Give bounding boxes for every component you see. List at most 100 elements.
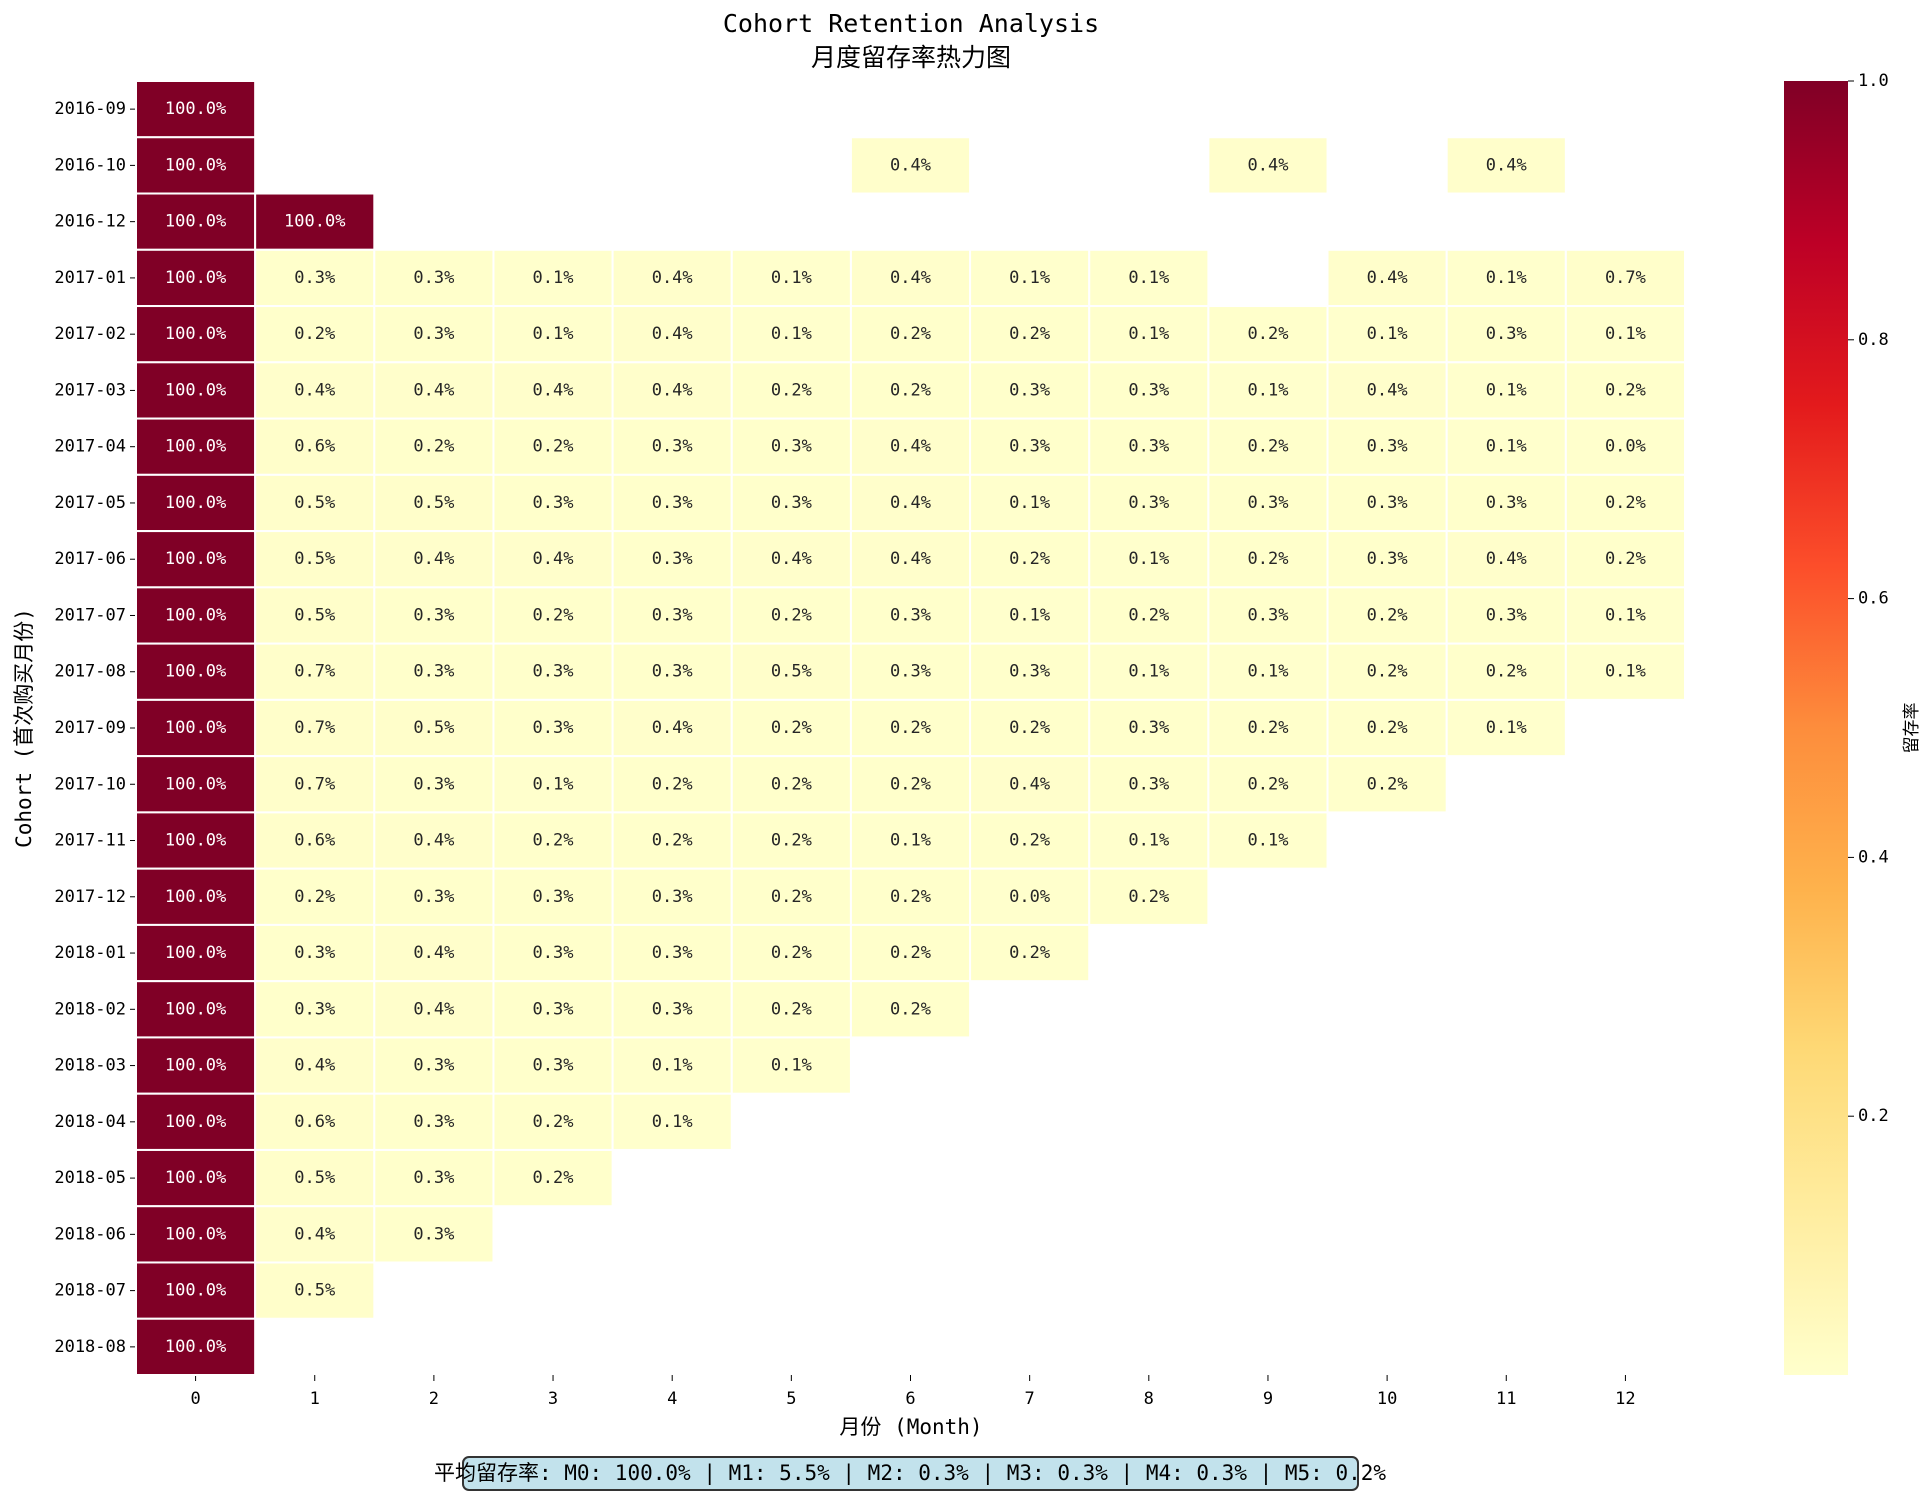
cell-label: 0.2% [890, 324, 931, 344]
y-tick-label: 2017-10 [54, 774, 126, 794]
x-tick-label: 6 [905, 1389, 915, 1409]
heatmap-cell [1088, 642, 1210, 701]
cell-label: 0.1% [533, 324, 574, 344]
heatmap-cell [730, 586, 852, 645]
cell-label: 0.3% [1367, 493, 1408, 513]
cell-label: 0.3% [1128, 718, 1169, 738]
heatmap-cell [1564, 361, 1687, 420]
heatmap-cell [1326, 586, 1448, 645]
x-tick-label: 12 [1615, 1389, 1635, 1409]
cell-label: 0.4% [533, 549, 574, 569]
heatmap-cell [135, 1261, 257, 1320]
heatmap-cell [849, 473, 972, 533]
cell-label: 0.2% [890, 774, 931, 794]
cell-label: 0.3% [1247, 493, 1288, 513]
cell-label: 0.4% [890, 437, 931, 457]
cell-label: 0.3% [1128, 774, 1169, 794]
cell-label: 0.2% [1605, 549, 1646, 569]
cell-label: 0.2% [1367, 774, 1408, 794]
cell-label: 0.3% [1128, 437, 1169, 457]
heatmap-cell [1564, 417, 1687, 476]
cell-label: 0.0% [1605, 437, 1646, 457]
cell-label: 0.3% [1128, 380, 1169, 400]
heatmap-cell [135, 417, 257, 476]
cell-label: 100.0% [165, 324, 226, 344]
heatmap-cell [492, 980, 614, 1039]
cell-label: 0.3% [533, 662, 574, 682]
y-axis-label: Cohort (首次购买月份) [12, 608, 36, 848]
heatmap-cell [730, 473, 852, 533]
heatmap-cell [730, 1036, 852, 1095]
y-tick-label: 2017-09 [54, 718, 126, 738]
cell-label: 0.6% [294, 1112, 335, 1132]
colorbar-tick-label: 0.6 [1858, 589, 1889, 609]
cell-label: 0.4% [413, 999, 454, 1019]
heatmap-cell [254, 192, 376, 251]
cell-label: 0.1% [1009, 268, 1050, 288]
cell-label: 0.4% [1367, 268, 1408, 288]
cell-label: 0.6% [294, 437, 335, 457]
cell-label: 0.3% [413, 324, 454, 344]
heatmap-cell [373, 755, 495, 814]
cell-label: 0.7% [294, 662, 335, 682]
cell-label: 0.1% [1247, 662, 1288, 682]
heatmap-cell [135, 642, 257, 701]
cell-label: 0.2% [1605, 380, 1646, 400]
cell-label: 0.4% [413, 549, 454, 569]
cell-label: 0.2% [771, 831, 812, 851]
heatmap-cell [611, 923, 733, 983]
cell-label: 0.1% [1128, 662, 1169, 682]
heatmap-cell [730, 811, 852, 870]
heatmap-cell [849, 417, 972, 476]
heatmap-cell [373, 586, 495, 645]
heatmap-cell [1088, 811, 1210, 870]
y-tick-label: 2016-09 [54, 99, 126, 119]
cell-label: 0.3% [533, 1056, 574, 1076]
cell-label: 0.2% [1009, 943, 1050, 963]
cell-label: 0.4% [413, 831, 454, 851]
heatmap-cell [492, 1148, 614, 1208]
cell-label: 0.4% [890, 493, 931, 513]
heatmap-cell [849, 136, 972, 195]
cell-label: 0.4% [652, 324, 693, 344]
cell-label: 0.3% [771, 437, 812, 457]
cell-label: 0.3% [533, 943, 574, 963]
colorbar [1784, 81, 1848, 1375]
cell-label: 0.1% [771, 1056, 812, 1076]
heatmap-cell [969, 867, 1091, 926]
cell-label: 0.2% [771, 774, 812, 794]
x-tick-label: 11 [1496, 1389, 1516, 1409]
heatmap-cell [135, 530, 257, 589]
cell-label: 0.3% [652, 943, 693, 963]
cell-label: 0.4% [890, 549, 931, 569]
cell-label: 0.2% [771, 718, 812, 738]
colorbar-tick-label: 0.8 [1858, 330, 1889, 350]
heatmap-cell [373, 811, 495, 870]
y-tick-label: 2017-04 [54, 437, 126, 457]
heatmap-cell [1207, 586, 1329, 645]
heatmap-cell [611, 811, 733, 870]
heatmap-cell [969, 755, 1091, 814]
cell-label: 100.0% [165, 1337, 226, 1357]
cell-label: 0.2% [533, 1168, 574, 1188]
heatmap-cell [611, 417, 733, 476]
cell-label: 0.3% [294, 999, 335, 1019]
heatmap-cell [135, 811, 257, 870]
heatmap-cell [969, 473, 1091, 533]
cell-label: 0.2% [652, 831, 693, 851]
cell-label: 0.3% [1367, 549, 1408, 569]
cell-label: 0.4% [1247, 155, 1288, 175]
heatmap-cell [969, 923, 1091, 983]
heatmap-cell [1564, 642, 1687, 701]
cell-label: 100.0% [165, 437, 226, 457]
heatmap-cell [1564, 473, 1687, 533]
heatmap-cell [1207, 811, 1329, 870]
heatmap-cell [1326, 473, 1448, 533]
cell-label: 0.2% [533, 605, 574, 625]
cell-label: 0.2% [1128, 605, 1169, 625]
heatmap-cell [849, 698, 972, 758]
cell-label: 0.3% [413, 887, 454, 907]
cell-label: 0.2% [771, 380, 812, 400]
cell-label: 0.1% [771, 268, 812, 288]
heatmap-cell [254, 1036, 376, 1095]
